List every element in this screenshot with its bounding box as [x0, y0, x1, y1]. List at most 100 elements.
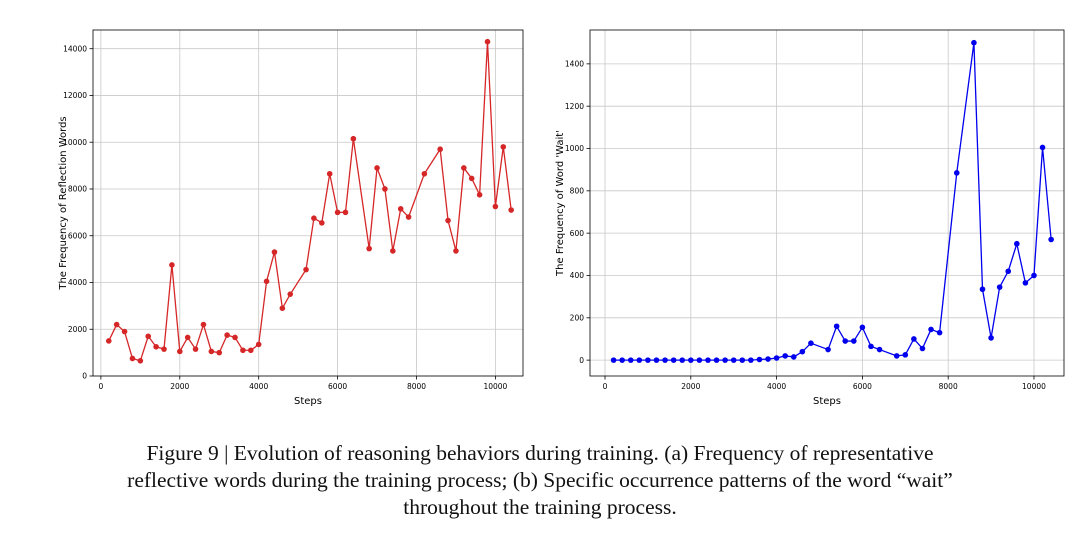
data-point — [319, 220, 325, 226]
data-point — [713, 357, 720, 363]
y-tick-label: 4000 — [68, 278, 87, 287]
y-tick-label: 6000 — [68, 231, 87, 240]
data-point — [936, 329, 943, 336]
x-tick-label: 10000 — [1022, 382, 1046, 391]
data-point — [137, 358, 144, 364]
data-point — [653, 357, 660, 363]
wait-word-chart: 0 2000 4000 6000 8000 10000 0 200 400 600 800 1000 1… — [555, 29, 1065, 407]
x-tick-label: 8000 — [939, 382, 958, 391]
data-point — [988, 335, 994, 341]
data-point — [1039, 144, 1046, 151]
plot-frame — [92, 29, 524, 377]
x-tick-label: 2000 — [170, 382, 189, 391]
data-point — [405, 214, 412, 220]
data-point — [645, 357, 651, 363]
data-point — [730, 357, 737, 363]
y-tick-label: 14000 — [63, 44, 87, 53]
data-point — [350, 135, 357, 142]
data-point — [121, 328, 128, 335]
data-point — [859, 324, 866, 331]
data-point — [739, 357, 746, 363]
data-point — [876, 346, 883, 353]
y-axis-label: The Frequency of Word 'Wait' — [555, 130, 566, 277]
data-point — [979, 286, 986, 293]
data-point — [627, 357, 634, 363]
data-point — [437, 146, 443, 153]
data-point — [971, 39, 977, 46]
data-point — [200, 321, 207, 328]
data-point — [1031, 272, 1037, 279]
data-point — [842, 338, 849, 344]
series-line — [108, 41, 512, 362]
caption-line-2: reflective words during the training pro… — [127, 468, 953, 492]
data-point — [342, 209, 349, 216]
data-point — [216, 349, 223, 356]
figure-caption: Figure 9 | Evolution of reasoning behavi… — [0, 440, 1080, 521]
data-point — [748, 357, 754, 363]
data-point — [705, 357, 711, 363]
data-point — [722, 357, 728, 363]
data-point — [696, 357, 703, 363]
y-tick-label: 10000 — [63, 138, 87, 147]
data-point — [224, 332, 230, 338]
data-point — [366, 245, 372, 252]
y-tick-label: 0 — [579, 356, 584, 365]
x-tick-label: 0 — [603, 382, 608, 391]
data-point — [145, 333, 152, 340]
y-tick-label: 1400 — [565, 60, 584, 69]
x-axis-label: Steps — [294, 396, 322, 407]
data-point — [161, 346, 167, 352]
data-point — [1014, 240, 1020, 247]
data-point — [756, 356, 763, 363]
data-point — [421, 170, 428, 177]
data-point — [208, 348, 215, 355]
data-point — [500, 144, 507, 150]
data-point — [484, 38, 491, 45]
data-point — [334, 209, 341, 216]
data-point — [461, 165, 467, 171]
data-point — [662, 357, 668, 363]
y-tick-label: 600 — [570, 229, 585, 238]
data-point — [996, 284, 1003, 290]
data-point — [610, 357, 617, 363]
data-point — [255, 341, 262, 348]
data-point — [893, 353, 900, 359]
data-point — [688, 357, 694, 363]
data-point — [468, 175, 475, 182]
y-tick-label: 8000 — [68, 185, 87, 194]
series-line — [613, 42, 1052, 361]
plot-frame — [589, 29, 1065, 377]
data-point — [790, 354, 797, 360]
x-tick-label: 8000 — [407, 382, 426, 391]
data-point — [105, 338, 112, 344]
y-axis-label: The Frequency of Reflection Words — [58, 116, 69, 290]
y-tick-label: 1200 — [565, 102, 584, 111]
y-tick-label: 400 — [570, 271, 585, 280]
x-tick-label: 2000 — [681, 382, 700, 391]
data-point — [765, 356, 771, 362]
data-point — [287, 291, 294, 297]
x-axis-label: Steps — [813, 396, 841, 407]
data-point — [192, 346, 199, 352]
data-point — [508, 207, 514, 213]
data-point — [919, 345, 926, 352]
data-point — [825, 346, 831, 353]
data-point — [129, 355, 136, 362]
data-point — [382, 186, 388, 192]
data-point — [232, 334, 238, 341]
data-point — [453, 248, 459, 254]
y-tick-label: 0 — [82, 372, 87, 381]
data-point — [476, 192, 483, 198]
x-tick-label: 6000 — [853, 382, 872, 391]
data-point — [670, 357, 677, 363]
data-point — [445, 217, 451, 224]
data-point — [374, 165, 380, 171]
data-point — [176, 348, 183, 355]
x-tick-label: 10000 — [483, 382, 507, 391]
reflection-words-chart: 0 2000 4000 6000 8000 10000 0 2000 4000 6000 8000 1… — [58, 29, 524, 407]
data-point — [782, 353, 788, 359]
data-point — [799, 348, 806, 355]
data-point — [1005, 268, 1012, 275]
data-point — [169, 262, 175, 268]
data-point — [773, 355, 780, 361]
